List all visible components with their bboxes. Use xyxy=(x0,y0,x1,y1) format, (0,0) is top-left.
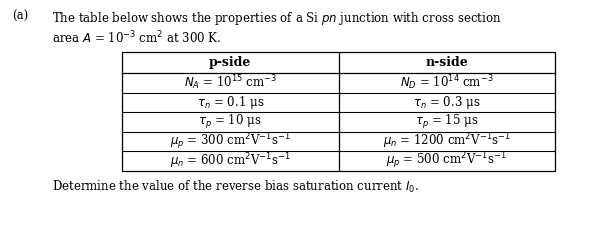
Text: $\tau_p$ = 10 μs: $\tau_p$ = 10 μs xyxy=(199,113,262,131)
Text: $\tau_n$ = 0.1 μs: $\tau_n$ = 0.1 μs xyxy=(197,94,264,111)
Text: $\mu_n$ = 1200 cm$^{2}$V$^{-1}$s$^{-1}$: $\mu_n$ = 1200 cm$^{2}$V$^{-1}$s$^{-1}$ xyxy=(382,132,511,151)
Text: $\tau_n$ = 0.3 μs: $\tau_n$ = 0.3 μs xyxy=(413,94,480,111)
Text: $\mu_p$ = 500 cm$^{2}$V$^{-1}$s$^{-1}$: $\mu_p$ = 500 cm$^{2}$V$^{-1}$s$^{-1}$ xyxy=(387,150,507,171)
Bar xyxy=(122,52,555,170)
Text: $N_D$ = 10$^{14}$ cm$^{-3}$: $N_D$ = 10$^{14}$ cm$^{-3}$ xyxy=(400,73,493,92)
Text: area $A$ = 10$^{-3}$ cm$^{2}$ at 300 K.: area $A$ = 10$^{-3}$ cm$^{2}$ at 300 K. xyxy=(52,30,221,47)
Text: (a): (a) xyxy=(12,10,28,23)
Text: $\mu_p$ = 300 cm$^{2}$V$^{-1}$s$^{-1}$: $\mu_p$ = 300 cm$^{2}$V$^{-1}$s$^{-1}$ xyxy=(170,131,291,151)
Text: $N_A$ = 10$^{15}$ cm$^{-3}$: $N_A$ = 10$^{15}$ cm$^{-3}$ xyxy=(184,73,277,92)
Text: p-side: p-side xyxy=(209,56,251,69)
Text: $\tau_p$ = 15 μs: $\tau_p$ = 15 μs xyxy=(415,113,479,131)
Text: $\mu_n$ = 600 cm$^{2}$V$^{-1}$s$^{-1}$: $\mu_n$ = 600 cm$^{2}$V$^{-1}$s$^{-1}$ xyxy=(170,151,291,171)
Text: The table below shows the properties of a Si $pn$ junction with cross section: The table below shows the properties of … xyxy=(52,10,501,27)
Text: n-side: n-side xyxy=(426,56,468,69)
Text: Determine the value of the reverse bias saturation current $I_0$.: Determine the value of the reverse bias … xyxy=(52,179,419,195)
